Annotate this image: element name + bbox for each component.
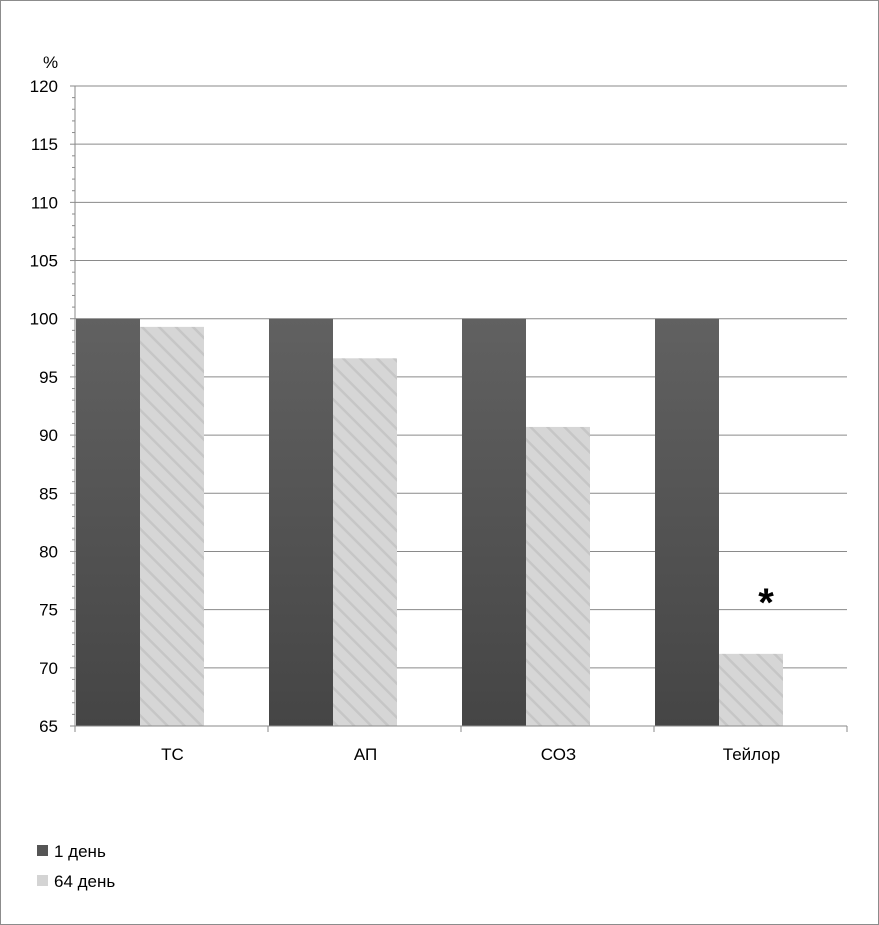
annotations: *	[758, 581, 774, 625]
legend: 1 день 64 день	[37, 842, 115, 891]
bar-day-1-2	[269, 318, 333, 726]
y-tick-label: 105	[30, 252, 58, 271]
bar-day-64-3	[526, 426, 590, 726]
y-tick-label: 70	[39, 659, 58, 678]
bar-day-64-4	[719, 653, 783, 726]
y-tick-label: 100	[30, 310, 58, 329]
bar-day-64-2	[333, 358, 397, 726]
y-axis: 65 70 75 80 85 90 95 100 105 110 115 120	[30, 77, 76, 736]
y-tick-label: 90	[39, 426, 58, 445]
significance-marker: *	[758, 581, 774, 625]
y-tick-label: 85	[39, 484, 58, 503]
legend-label: 64 день	[54, 872, 115, 891]
x-category-label: СОЗ	[541, 745, 576, 764]
y-tick-label: 95	[39, 368, 58, 387]
bar-day-1-4	[655, 318, 719, 726]
legend-swatch	[37, 875, 48, 886]
x-category-label: Тейлор	[723, 745, 780, 764]
y-tick-label: 80	[39, 542, 58, 561]
x-category-label: АП	[354, 745, 377, 764]
bar-day-1-3	[462, 318, 526, 726]
bars	[76, 318, 783, 726]
y-axis-unit-label: %	[43, 53, 58, 72]
y-tick-label: 110	[31, 193, 58, 212]
y-tick-label: 65	[39, 717, 58, 736]
legend-swatch	[37, 845, 48, 856]
y-tick-label: 120	[30, 77, 58, 96]
x-axis: ТС АП СОЗ Тейлор	[74, 725, 848, 764]
y-tick-label: 75	[39, 601, 58, 620]
y-tick-label: 115	[31, 135, 58, 154]
bar-day-1-1	[76, 318, 140, 726]
x-category-label: ТС	[161, 745, 184, 764]
legend-label: 1 день	[54, 842, 106, 861]
bar-day-64-1	[140, 326, 204, 726]
